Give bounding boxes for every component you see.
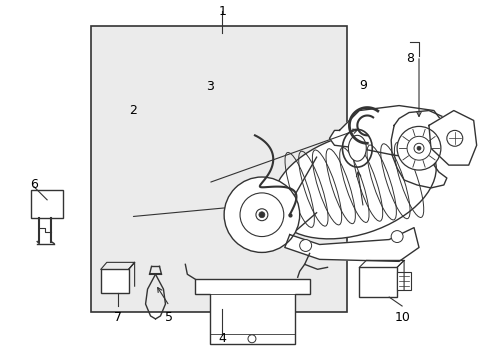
- Text: 10: 10: [394, 311, 409, 324]
- Circle shape: [390, 231, 402, 243]
- Text: 7: 7: [114, 311, 122, 324]
- Circle shape: [247, 335, 255, 343]
- Polygon shape: [428, 111, 476, 165]
- Text: 3: 3: [206, 80, 214, 93]
- Circle shape: [396, 126, 440, 170]
- Circle shape: [258, 212, 264, 218]
- Circle shape: [255, 209, 267, 221]
- Circle shape: [240, 193, 283, 237]
- Text: 2: 2: [128, 104, 136, 117]
- Bar: [101, 269, 128, 293]
- Circle shape: [406, 136, 430, 160]
- Text: 1: 1: [218, 5, 226, 18]
- Ellipse shape: [347, 135, 366, 161]
- Ellipse shape: [272, 131, 435, 239]
- Bar: [91, 26, 346, 312]
- Bar: [359, 267, 396, 297]
- Bar: [31, 190, 63, 218]
- Polygon shape: [195, 279, 309, 344]
- Polygon shape: [329, 105, 448, 158]
- Text: 6: 6: [30, 178, 39, 191]
- Text: 8: 8: [405, 52, 413, 65]
- Circle shape: [224, 177, 299, 252]
- Ellipse shape: [342, 129, 371, 167]
- Circle shape: [413, 143, 423, 153]
- Polygon shape: [390, 111, 448, 188]
- Text: 4: 4: [218, 333, 226, 346]
- Text: 9: 9: [359, 79, 367, 92]
- Polygon shape: [284, 228, 418, 261]
- Circle shape: [299, 239, 311, 251]
- Circle shape: [416, 146, 420, 150]
- Bar: [396, 272, 410, 290]
- Text: 5: 5: [165, 311, 173, 324]
- Circle shape: [446, 130, 462, 146]
